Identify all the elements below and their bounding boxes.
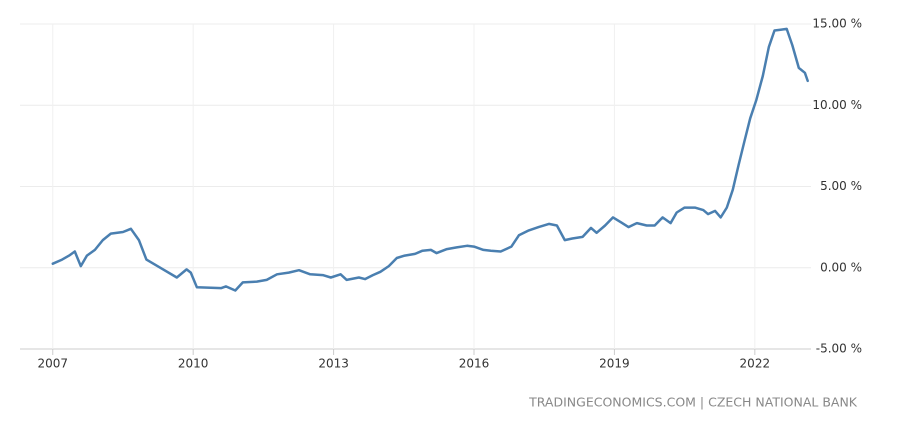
- x-tick-label: 2007: [37, 357, 68, 371]
- y-tick-label: 0.00 %: [820, 260, 862, 274]
- y-tick-label: 10.00 %: [812, 98, 862, 112]
- x-tick-label: 2022: [740, 357, 771, 371]
- x-tick-label: 2019: [599, 357, 630, 371]
- y-tick-label: 5.00 %: [820, 179, 862, 193]
- x-tick-label: 2010: [178, 357, 209, 371]
- source: TRADINGECONOMICS.COM | CZECH NATIONAL BA…: [528, 395, 858, 410]
- x-tick-label: 2016: [459, 357, 490, 371]
- y-tick-label: 15.00 %: [812, 17, 862, 31]
- line: [51, 27, 809, 292]
- x-tick-label: 2013: [318, 357, 349, 371]
- y-tick-label: -5.00 %: [816, 342, 862, 356]
